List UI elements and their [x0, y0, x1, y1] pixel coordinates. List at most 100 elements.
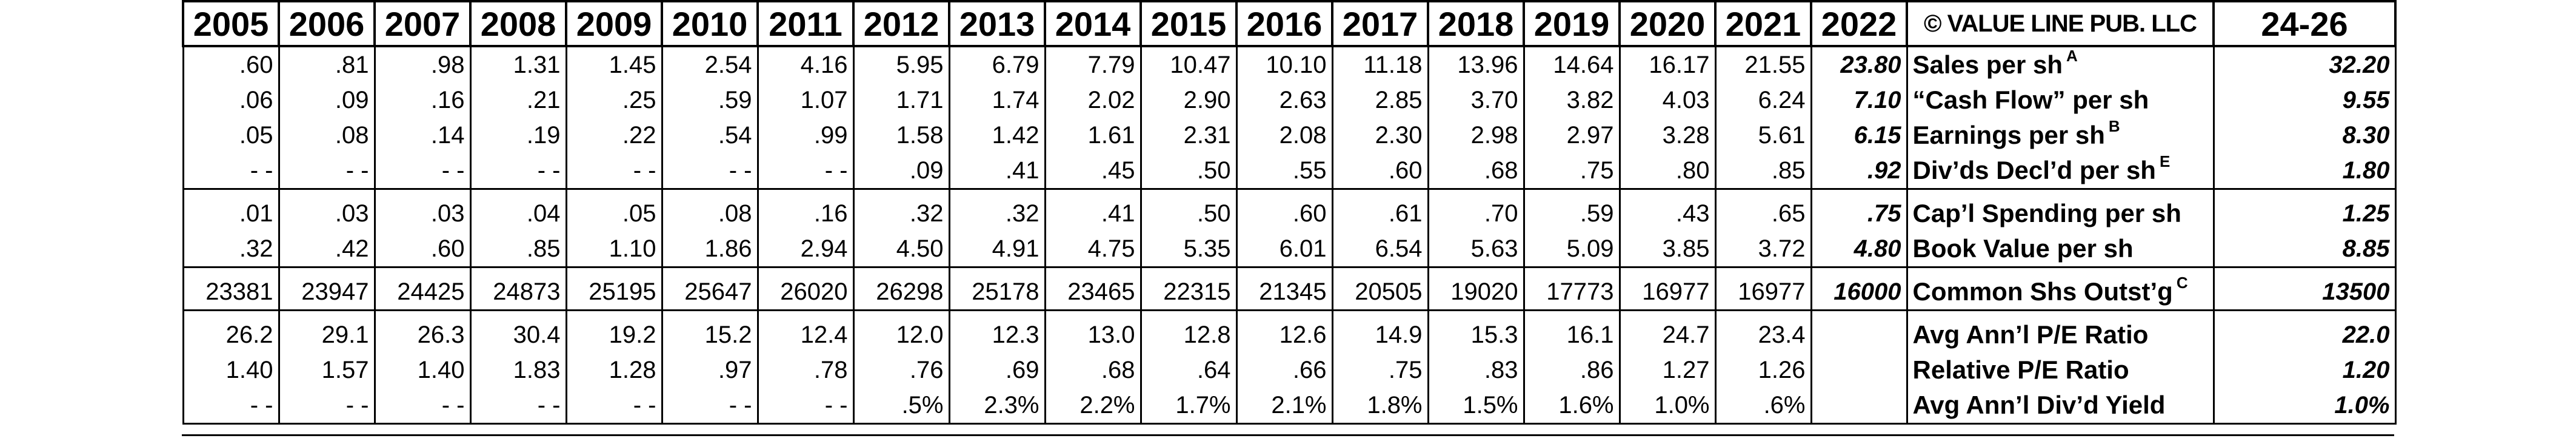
value-cell: .69 — [948, 352, 1046, 388]
year-header: 2009 — [565, 0, 663, 47]
value-cell: .59 — [1523, 188, 1621, 231]
value-cell: .50 — [1140, 153, 1238, 189]
year-header: 2017 — [1331, 0, 1429, 47]
value-cell: .6% — [1714, 388, 1812, 425]
value-cell: - - — [182, 388, 280, 425]
value-cell: - - — [278, 388, 376, 425]
value-cell: 3.82 — [1523, 82, 1621, 118]
row-label: Avg Ann’l Div’d Yield — [1906, 388, 2215, 425]
value-cell: 20505 — [1331, 266, 1429, 311]
value-cell: 4.50 — [852, 231, 950, 267]
value-cell: 16.1 — [1523, 309, 1621, 352]
value-cell: .19 — [469, 118, 567, 153]
value-cell: 2.2% — [1044, 388, 1142, 425]
row-label: Common Shs Outst’g C — [1906, 266, 2215, 311]
estimate-cell: .92 — [1810, 153, 1908, 189]
value-cell: .32 — [948, 188, 1046, 231]
value-cell: 6.24 — [1714, 82, 1812, 118]
value-cell: 21345 — [1235, 266, 1333, 311]
value-cell: - - — [373, 153, 472, 189]
footnote-marker: C — [2176, 274, 2188, 292]
year-header: 2007 — [373, 0, 472, 47]
value-cell: 26020 — [756, 266, 855, 311]
value-cell: .60 — [1235, 188, 1333, 231]
value-cell: 1.6% — [1523, 388, 1621, 425]
row-label-text: Cap’l Spending per sh — [1912, 199, 2181, 227]
value-cell: 1.26 — [1714, 352, 1812, 388]
row-label: Div’ds Decl’d per sh E — [1906, 153, 2215, 189]
value-cell: - - — [278, 153, 376, 189]
estimate-cell: 4.80 — [1810, 231, 1908, 267]
value-cell: .45 — [1044, 153, 1142, 189]
value-cell: 15.2 — [661, 309, 759, 352]
projection-cell: 32.20 — [2212, 45, 2397, 82]
value-cell: - - — [373, 388, 472, 425]
value-cell: 14.9 — [1331, 309, 1429, 352]
value-cell: .68 — [1427, 153, 1525, 189]
row-label-text: Sales per sh — [1912, 50, 2063, 79]
projection-cell: 1.25 — [2212, 188, 2397, 231]
row-label-text: Div’ds Decl’d per sh — [1912, 156, 2156, 184]
value-cell: .76 — [852, 352, 950, 388]
table-row: .06.09.16.21.25.59 1.07 1.71 1.74 2.02 2.90 2.… — [182, 82, 2397, 118]
value-cell: 2.85 — [1331, 82, 1429, 118]
value-cell: - - — [661, 388, 759, 425]
value-cell: .97 — [661, 352, 759, 388]
value-cell: .85 — [469, 231, 567, 267]
value-cell: .99 — [756, 118, 855, 153]
value-cell: .16 — [756, 188, 855, 231]
value-cell: 4.91 — [948, 231, 1046, 267]
value-cell: 12.3 — [948, 309, 1046, 352]
value-cell: .08 — [661, 188, 759, 231]
value-cell: .32 — [852, 188, 950, 231]
value-cell: 1.7% — [1140, 388, 1238, 425]
value-cell: 10.47 — [1140, 45, 1238, 82]
year-header: 2005 — [182, 0, 280, 47]
value-cell: 1.0% — [1618, 388, 1717, 425]
value-cell: .21 — [469, 82, 567, 118]
value-cell: 1.61 — [1044, 118, 1142, 153]
value-cell: 1.31 — [469, 45, 567, 82]
value-cell: 2.3% — [948, 388, 1046, 425]
year-header: 2021 — [1714, 0, 1812, 47]
row-label: Relative P/E Ratio — [1906, 352, 2215, 388]
value-cell: 25647 — [661, 266, 759, 311]
value-cell: .03 — [373, 188, 472, 231]
value-cell: .16 — [373, 82, 472, 118]
value-cell: 23947 — [278, 266, 376, 311]
estimate-cell — [1810, 388, 1908, 425]
value-cell: 23.4 — [1714, 309, 1812, 352]
value-cell: 13.0 — [1044, 309, 1142, 352]
value-cell: .22 — [565, 118, 663, 153]
estimate-cell — [1810, 309, 1908, 352]
row-label-text: Relative P/E Ratio — [1912, 355, 2129, 384]
year-header: 2014 — [1044, 0, 1142, 47]
value-cell: .05 — [182, 118, 280, 153]
value-cell: 5.95 — [852, 45, 950, 82]
value-cell: 26.3 — [373, 309, 472, 352]
table-row: .05.08.14.19.22.54.99 1.58 1.42 1.61 2.31 2.0… — [182, 118, 2397, 153]
value-cell: 2.94 — [756, 231, 855, 267]
publisher-copyright: © VALUE LINE PUB. LLC — [1906, 0, 2215, 47]
value-cell: .60 — [182, 45, 280, 82]
value-cell: 12.6 — [1235, 309, 1333, 352]
value-cell: - - — [756, 388, 855, 425]
value-cell: 1.86 — [661, 231, 759, 267]
value-cell: 10.10 — [1235, 45, 1333, 82]
value-cell: 4.03 — [1618, 82, 1717, 118]
value-cell: 1.07 — [756, 82, 855, 118]
value-cell: .78 — [756, 352, 855, 388]
value-cell: 1.57 — [278, 352, 376, 388]
projection-cell: 1.20 — [2212, 352, 2397, 388]
value-cell: 5.63 — [1427, 231, 1525, 267]
value-cell: 1.58 — [852, 118, 950, 153]
year-header-row: 2005 2006 2007 2008 2009 2010 2011 2012 2013 2014… — [182, 0, 2397, 47]
row-label: Cap’l Spending per sh — [1906, 188, 2215, 231]
value-cell: 2.97 — [1523, 118, 1621, 153]
value-cell: .06 — [182, 82, 280, 118]
footnote-marker: B — [2108, 118, 2120, 135]
table-row: - -- -- -- -- -- -- - .09.41.45.50.55.60.… — [182, 153, 2397, 189]
value-cell: .08 — [278, 118, 376, 153]
row-label-text: Avg Ann’l P/E Ratio — [1912, 320, 2149, 349]
value-cell: 2.98 — [1427, 118, 1525, 153]
